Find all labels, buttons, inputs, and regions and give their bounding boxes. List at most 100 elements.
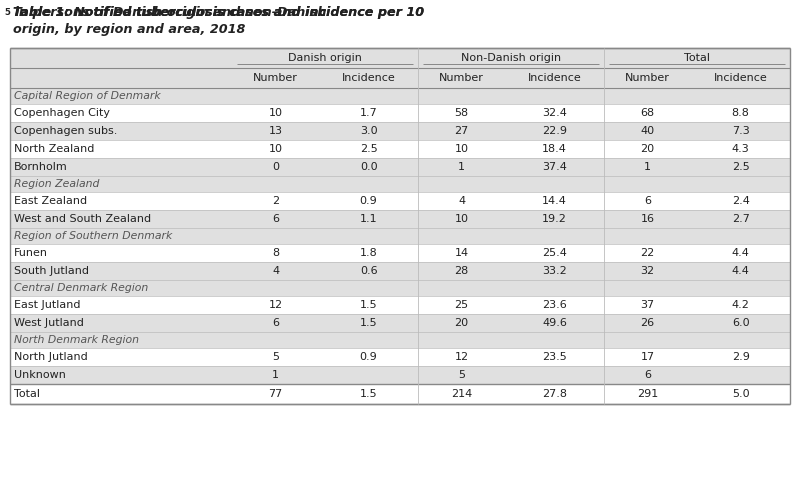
Text: 4.4: 4.4 [732, 266, 750, 276]
Text: 1.1: 1.1 [360, 214, 378, 224]
Text: Table 1: Notified tuberculosis cases and incidence per 10: Table 1: Notified tuberculosis cases and… [13, 6, 424, 19]
Text: 0.6: 0.6 [360, 266, 378, 276]
Text: 1.8: 1.8 [360, 248, 378, 258]
Text: Unknown: Unknown [14, 370, 66, 380]
Text: 14: 14 [454, 248, 469, 258]
Text: 12: 12 [269, 300, 282, 310]
Bar [10, 314, 790, 332]
Text: 2: 2 [272, 196, 279, 206]
Text: 6: 6 [272, 318, 279, 328]
Text: 6.0: 6.0 [732, 318, 750, 328]
Text: Region Zealand: Region Zealand [14, 179, 99, 189]
Text: 37: 37 [641, 300, 654, 310]
Text: 1.5: 1.5 [360, 318, 378, 328]
Text: Funen: Funen [14, 248, 48, 258]
Text: Incidence: Incidence [342, 73, 395, 83]
Text: North Zealand: North Zealand [14, 144, 94, 154]
Text: 77: 77 [269, 389, 282, 399]
Text: 18.4: 18.4 [542, 144, 567, 154]
Text: 20: 20 [641, 144, 654, 154]
Text: 6: 6 [644, 196, 651, 206]
Bar [10, 192, 790, 210]
Text: 4.3: 4.3 [732, 144, 750, 154]
Bar [10, 244, 790, 262]
Text: 7.3: 7.3 [732, 126, 750, 136]
Bar [10, 88, 790, 104]
Text: Number: Number [253, 73, 298, 83]
Text: Region of Southern Denmark: Region of Southern Denmark [14, 231, 172, 241]
Text: 6: 6 [272, 214, 279, 224]
Text: 4.4: 4.4 [732, 248, 750, 258]
Text: 5: 5 [458, 370, 465, 380]
Text: 0.0: 0.0 [360, 162, 378, 172]
Text: 14.4: 14.4 [542, 196, 567, 206]
Text: 4: 4 [458, 196, 465, 206]
Text: Incidence: Incidence [714, 73, 767, 83]
Text: 2.4: 2.4 [732, 196, 750, 206]
Text: 17: 17 [641, 352, 654, 362]
Text: Non-Danish origin: Non-Danish origin [461, 53, 561, 63]
Text: West Jutland: West Jutland [14, 318, 84, 328]
Text: 4: 4 [272, 266, 279, 276]
Text: 27: 27 [454, 126, 469, 136]
Text: Danish origin: Danish origin [288, 53, 362, 63]
Text: 1.5: 1.5 [360, 389, 378, 399]
Text: 4.2: 4.2 [732, 300, 750, 310]
Text: Bornholm: Bornholm [14, 162, 68, 172]
Text: Total: Total [684, 53, 710, 63]
Text: North Denmark Region: North Denmark Region [14, 335, 139, 345]
Text: 32.4: 32.4 [542, 108, 567, 118]
Text: 22.9: 22.9 [542, 126, 567, 136]
Bar [10, 348, 790, 366]
Text: 13: 13 [269, 126, 282, 136]
Text: 10: 10 [454, 214, 469, 224]
Text: 2.5: 2.5 [732, 162, 750, 172]
Text: 23.6: 23.6 [542, 300, 567, 310]
Text: Total: Total [14, 389, 40, 399]
Text: 0: 0 [272, 162, 279, 172]
Text: 58: 58 [454, 108, 469, 118]
Text: 1: 1 [272, 370, 279, 380]
Bar [10, 158, 790, 176]
Text: 27.8: 27.8 [542, 389, 567, 399]
Text: Central Denmark Region: Central Denmark Region [14, 283, 148, 293]
Bar [0, 0, 800, 48]
Text: 19.2: 19.2 [542, 214, 567, 224]
Text: Number: Number [625, 73, 670, 83]
Text: 25.4: 25.4 [542, 248, 567, 258]
Text: 1: 1 [458, 162, 465, 172]
Text: 6: 6 [644, 370, 651, 380]
Bar [10, 280, 790, 296]
Text: 1: 1 [644, 162, 651, 172]
Text: West and South Zealand: West and South Zealand [14, 214, 151, 224]
Text: in persons of Danish origin and non-Danish: in persons of Danish origin and non-Dani… [10, 6, 326, 19]
Bar [10, 332, 790, 348]
Text: 26: 26 [641, 318, 654, 328]
Text: 1.7: 1.7 [360, 108, 378, 118]
Text: 40: 40 [641, 126, 654, 136]
Text: 16: 16 [641, 214, 654, 224]
Text: 2.7: 2.7 [732, 214, 750, 224]
Text: 37.4: 37.4 [542, 162, 567, 172]
Bar [10, 366, 790, 384]
Text: 0.9: 0.9 [360, 352, 378, 362]
Text: 22: 22 [641, 248, 654, 258]
Text: 28: 28 [454, 266, 469, 276]
Bar [10, 384, 790, 404]
Text: 23.5: 23.5 [542, 352, 567, 362]
Text: 10: 10 [454, 144, 469, 154]
Text: 8.8: 8.8 [732, 108, 750, 118]
Text: 0.9: 0.9 [360, 196, 378, 206]
Text: East Jutland: East Jutland [14, 300, 81, 310]
Bar [10, 262, 790, 280]
Text: Number: Number [439, 73, 484, 83]
Text: South Jutland: South Jutland [14, 266, 89, 276]
Text: North Jutland: North Jutland [14, 352, 88, 362]
Text: 2.5: 2.5 [360, 144, 378, 154]
Text: 1.5: 1.5 [360, 300, 378, 310]
Bar [10, 210, 790, 228]
Text: 5.0: 5.0 [732, 389, 750, 399]
Text: 10: 10 [269, 144, 282, 154]
Text: 2.9: 2.9 [732, 352, 750, 362]
Text: 49.6: 49.6 [542, 318, 567, 328]
